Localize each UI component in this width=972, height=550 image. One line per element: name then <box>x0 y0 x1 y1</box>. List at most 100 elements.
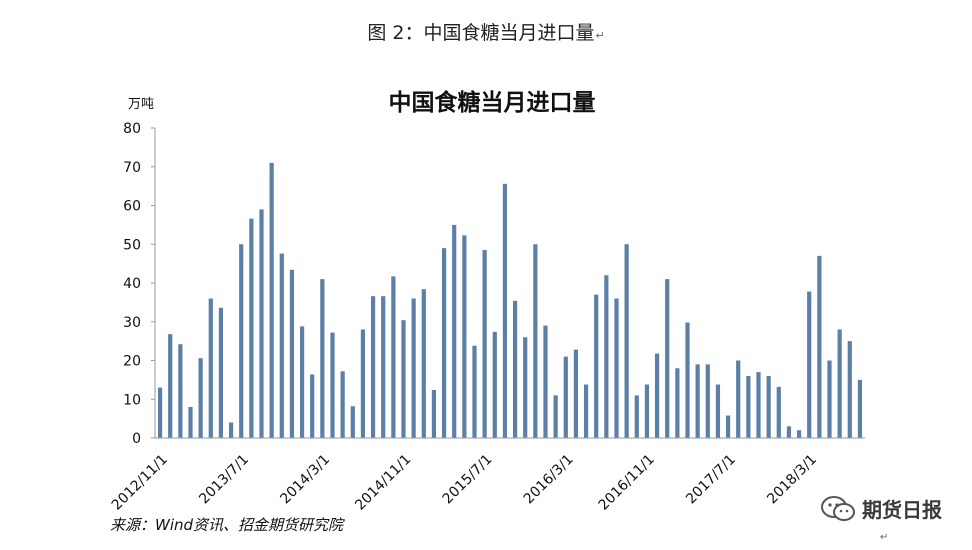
bar <box>168 334 173 438</box>
y-tick-label: 20 <box>123 354 141 370</box>
bar <box>725 415 731 438</box>
bar <box>807 291 812 438</box>
x-tick-label: 2012/11/1 <box>109 452 171 514</box>
y-tick-label: 80 <box>123 121 141 137</box>
bar <box>533 244 538 438</box>
watermark-text: 期货日报 <box>862 498 942 522</box>
return-mark-icon: ↵ <box>880 532 889 543</box>
bar <box>452 224 457 439</box>
bar <box>360 329 366 438</box>
bar <box>766 376 771 438</box>
bar <box>482 250 487 438</box>
bar <box>310 374 315 438</box>
bar <box>665 279 670 439</box>
bar <box>472 345 477 438</box>
bar <box>817 255 822 439</box>
bar <box>512 300 518 438</box>
y-tick-label: 50 <box>123 237 141 253</box>
chart-title: 中国食糖当月进口量 <box>389 89 596 116</box>
bar <box>330 332 335 438</box>
bar <box>239 244 244 438</box>
bar <box>675 368 680 438</box>
bar <box>208 298 213 438</box>
y-tick-label: 0 <box>132 431 141 447</box>
bar <box>837 329 842 438</box>
bar <box>279 253 284 438</box>
y-axis-ticks: 0 10 20 30 40 50 60 70 80 <box>123 121 155 447</box>
bar <box>543 325 548 439</box>
bar <box>796 430 802 438</box>
bar <box>401 320 406 438</box>
x-axis-ticks: 2012/11/1 2013/7/1 2014/3/1 2014/11/1 2015/7… <box>109 452 820 514</box>
bar <box>573 349 579 438</box>
x-tick-label: 2017/7/1 <box>683 452 739 508</box>
bar <box>857 379 863 439</box>
bar <box>523 337 528 438</box>
bar-series <box>157 162 863 439</box>
bar <box>249 218 254 438</box>
bar <box>421 289 426 438</box>
bar <box>350 406 355 438</box>
bar <box>228 422 234 438</box>
bar <box>715 384 721 438</box>
y-axis-unit: 万吨 <box>128 97 154 112</box>
y-tick-label: 40 <box>123 276 141 292</box>
bar <box>634 395 639 439</box>
bar <box>178 344 183 438</box>
bar <box>492 331 497 438</box>
bar <box>847 341 852 439</box>
bar <box>218 307 224 438</box>
bar <box>289 269 295 438</box>
bar <box>431 389 437 438</box>
bar <box>705 364 710 439</box>
watermark: 期货日报 <box>820 494 942 523</box>
bar <box>736 360 741 438</box>
x-tick-label: 2018/3/1 <box>764 452 820 508</box>
bar <box>381 296 386 438</box>
bar <box>695 364 700 439</box>
bar <box>441 248 447 439</box>
bar <box>411 298 416 438</box>
x-tick-label: 2013/7/1 <box>196 452 252 508</box>
bar <box>340 371 345 438</box>
y-tick-label: 60 <box>123 199 141 215</box>
bar <box>502 183 508 438</box>
y-tick-label: 70 <box>123 160 141 176</box>
bar <box>614 298 619 438</box>
bar <box>259 209 264 439</box>
bar <box>644 384 650 438</box>
bar <box>553 395 558 439</box>
bar <box>654 353 660 438</box>
x-tick-label: 2014/11/1 <box>352 452 414 514</box>
bar <box>299 326 305 438</box>
bar <box>188 407 193 438</box>
y-tick-label: 10 <box>123 392 141 408</box>
bar <box>786 426 792 439</box>
bar <box>563 356 568 439</box>
bar <box>370 296 376 438</box>
bar <box>776 386 781 438</box>
return-mark-icon: ↵ <box>595 29 605 42</box>
bar <box>269 162 274 439</box>
bar <box>756 372 761 439</box>
x-tick-label: 2016/11/1 <box>596 452 658 514</box>
wechat-icon <box>821 495 855 521</box>
bar <box>685 322 690 438</box>
bar <box>198 358 203 438</box>
bar <box>827 360 832 438</box>
bar <box>594 294 599 439</box>
x-tick-label: 2015/7/1 <box>440 452 496 508</box>
bar <box>391 276 396 438</box>
x-tick-label: 2016/3/1 <box>521 452 577 508</box>
bar <box>157 387 163 439</box>
bar <box>746 376 751 438</box>
bar <box>462 235 467 438</box>
bar <box>320 279 325 439</box>
bar <box>583 384 589 438</box>
bar <box>624 244 629 438</box>
figure-caption: 图 2：中国食糖当月进口量↵ <box>0 18 972 45</box>
source-note: 来源：Wind资讯、招金期货研究院 <box>110 516 344 534</box>
x-tick-label: 2014/3/1 <box>277 452 333 508</box>
bar <box>604 275 609 438</box>
